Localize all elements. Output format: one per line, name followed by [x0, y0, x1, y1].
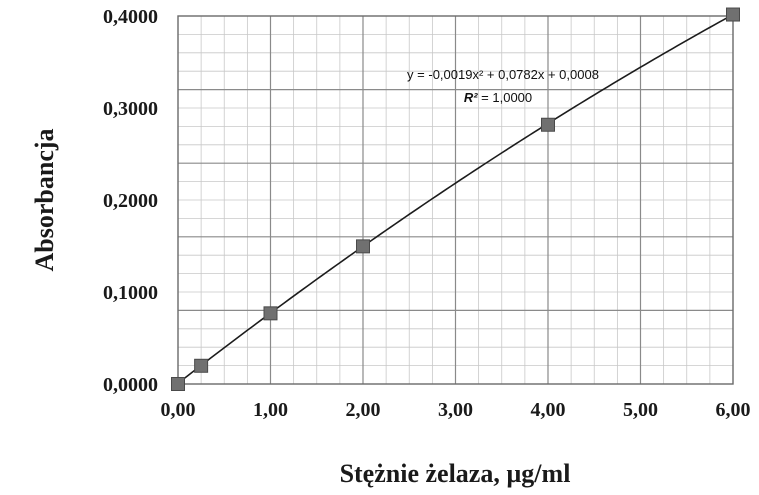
- x-axis-title: Stężnie żelaza, µg/ml: [340, 459, 571, 488]
- data-point-marker: [194, 358, 209, 373]
- y-axis-title: Absorbancja: [30, 128, 59, 271]
- y-tick-label: 0,2000: [103, 190, 158, 212]
- x-tick-label: 0,00: [161, 399, 196, 421]
- y-tick-label: 0,4000: [103, 6, 158, 28]
- data-point-marker: [263, 306, 278, 321]
- trendline-equation: y = -0,0019x² + 0,0782x + 0,0008: [407, 67, 599, 82]
- data-points: [171, 7, 740, 391]
- x-tick-labels: 0,00 1,00 2,00 3,00 4,00 5,00 6,00: [161, 399, 751, 421]
- data-point-marker: [541, 117, 555, 132]
- grid: [178, 16, 733, 384]
- r-squared-symbol: R²: [464, 90, 478, 105]
- x-tick-label: 4,00: [531, 399, 566, 421]
- x-tick-label: 3,00: [438, 399, 473, 421]
- x-tick-label: 5,00: [623, 399, 658, 421]
- x-tick-label: 1,00: [253, 399, 288, 421]
- y-tick-label: 0,0000: [103, 374, 158, 396]
- plot-frame: [177, 15, 734, 385]
- r-squared-value: = 1,0000: [478, 90, 533, 105]
- data-point-marker: [171, 377, 185, 391]
- r-squared-label: R² = 1,0000: [464, 90, 532, 105]
- y-tick-label: 0,1000: [103, 282, 158, 304]
- x-tick-label: 6,00: [716, 399, 751, 421]
- y-tick-label: 0,3000: [103, 98, 158, 120]
- y-tick-labels: 0,0000 0,1000 0,2000 0,3000 0,4000: [103, 6, 158, 396]
- data-point-marker: [356, 239, 370, 254]
- data-point-marker: [726, 7, 740, 22]
- x-tick-label: 2,00: [346, 399, 381, 421]
